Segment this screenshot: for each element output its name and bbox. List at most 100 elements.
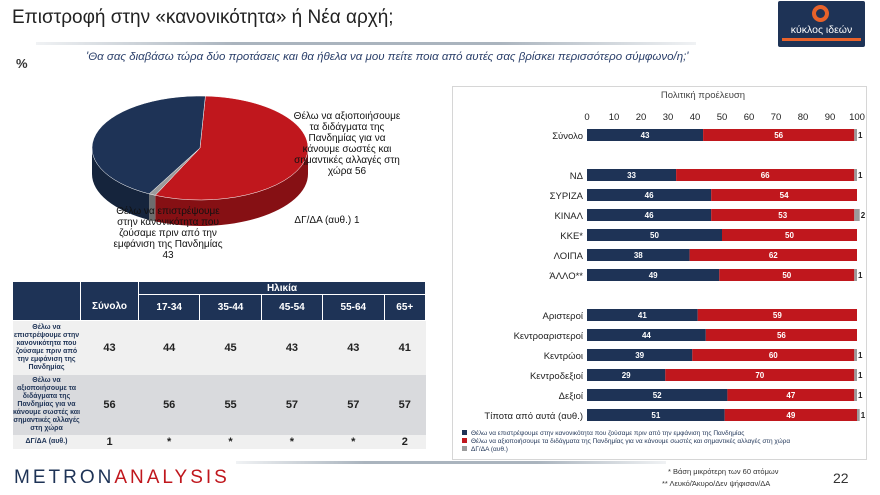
bar-value-label: 62 bbox=[769, 251, 778, 260]
cell-value: 57 bbox=[285, 398, 299, 411]
bar-value-label: 29 bbox=[622, 371, 631, 380]
x-tick-label: 20 bbox=[636, 112, 647, 123]
legend-label: Θέλω να επιστρέψουμε στην κανονικότητα π… bbox=[471, 429, 744, 437]
bar-value-label: 51 bbox=[651, 411, 660, 420]
bar-value-label: 2 bbox=[861, 211, 866, 220]
bar-segment bbox=[719, 269, 855, 281]
cell-value: 44 bbox=[163, 341, 176, 354]
category-label: Δεξιοί bbox=[559, 391, 584, 402]
bar-value-label: 52 bbox=[653, 391, 662, 400]
bar-value-label: 43 bbox=[641, 131, 650, 140]
bar-segment bbox=[587, 329, 706, 341]
kyklos-ideon-logo: κύκλος ιδεών bbox=[778, 1, 865, 47]
bar-value-label: 1 bbox=[858, 391, 863, 400]
bar-value-label: 46 bbox=[645, 191, 654, 200]
age-col-header: 35-44 bbox=[199, 294, 262, 321]
cell-value: 56 bbox=[163, 398, 176, 411]
x-tick-label: 30 bbox=[663, 112, 674, 123]
bar-value-label: 46 bbox=[645, 211, 654, 220]
age-col-header: 45-54 bbox=[260, 294, 324, 321]
age-table-total-label: Σύνολο bbox=[91, 300, 128, 312]
x-tick-label: 10 bbox=[609, 112, 620, 123]
bar-value-label: 50 bbox=[782, 271, 791, 280]
bar-value-label: 70 bbox=[755, 371, 764, 380]
bar-value-label: 47 bbox=[786, 391, 795, 400]
bar-value-label: 41 bbox=[638, 311, 647, 320]
age-table: Σύνολο Ηλικία 17-34 35-44 45-54 55-64 65… bbox=[12, 281, 426, 449]
bar-segment bbox=[587, 369, 666, 381]
bar-value-label: 1 bbox=[861, 411, 866, 420]
x-tick-label: 90 bbox=[825, 112, 836, 123]
bar-segment bbox=[587, 189, 712, 201]
logo-text: κύκλος ιδεών bbox=[790, 24, 853, 36]
bar-segment bbox=[857, 409, 860, 421]
table-row: ΔΓ/ΔΑ (αυθ.) 1 * * * * 2 bbox=[12, 434, 426, 449]
cell-value: * bbox=[351, 435, 356, 448]
age-table-total-header: Σύνολο bbox=[80, 281, 139, 321]
table-row: Θέλω να επιστρέψουμε στην κανονικότητα π… bbox=[12, 320, 426, 375]
legend-swatch bbox=[462, 446, 467, 451]
title-divider bbox=[36, 42, 696, 45]
category-label: Τίποτα από αυτά (αυθ.) bbox=[484, 411, 583, 422]
chart-title: Πολιτική προέλευση bbox=[661, 90, 745, 101]
bar-value-label: 50 bbox=[650, 231, 659, 240]
footnote-other: ** Λευκό/Άκυρο/Δεν ψήφισαν/ΔΑ bbox=[662, 479, 771, 488]
cell-value: * bbox=[167, 435, 172, 448]
category-label: ΣΥΡΙΖΑ bbox=[550, 191, 584, 202]
category-label: Σύνολο bbox=[552, 131, 583, 142]
bar-value-label: 44 bbox=[642, 331, 651, 340]
bar-segment bbox=[689, 249, 857, 261]
bar-segment bbox=[587, 169, 677, 181]
brand-text: METRON bbox=[14, 467, 115, 488]
bar-value-label: 54 bbox=[780, 191, 789, 200]
bar-segment bbox=[587, 409, 725, 421]
stacked-bar-chart: Πολιτική προέλευση 0 10 20 30 40 50 60 70 80 90 100… bbox=[462, 90, 866, 453]
bar-segment bbox=[854, 129, 857, 141]
bar-segment bbox=[587, 389, 728, 401]
x-tick-label: 40 bbox=[690, 112, 701, 123]
pie-slice-new-start bbox=[154, 95, 309, 201]
x-tick-label: 50 bbox=[717, 112, 728, 123]
category-label: ΆΛΛΟ** bbox=[549, 271, 583, 282]
bar-segment bbox=[587, 129, 704, 141]
cell-value: 55 bbox=[224, 398, 237, 411]
bar-value-label: 66 bbox=[761, 171, 770, 180]
pie-slice-return-normality-side bbox=[92, 148, 150, 220]
x-tick-label: 60 bbox=[744, 112, 755, 123]
category-label: ΝΔ bbox=[570, 171, 584, 182]
bar-value-label: 49 bbox=[649, 271, 658, 280]
question-text: 'Θα σας διαβάσω τώρα δύο προτάσεις και θ… bbox=[86, 51, 689, 63]
cell-value: 43 bbox=[285, 341, 299, 354]
brand-accent: ANALYSIS bbox=[114, 467, 230, 488]
bar-segment bbox=[697, 309, 857, 321]
cell-value: 41 bbox=[398, 341, 411, 354]
bar-value-label: 56 bbox=[777, 331, 786, 340]
cell-value: 45 bbox=[224, 341, 237, 354]
bar-segment bbox=[692, 349, 855, 361]
cell-value: 2 bbox=[401, 435, 408, 448]
cell-total: 1 bbox=[106, 435, 113, 448]
bar-segment bbox=[705, 329, 857, 341]
legend-swatch bbox=[462, 438, 467, 443]
bar-value-label: 59 bbox=[773, 311, 782, 320]
cell-value: 57 bbox=[398, 398, 411, 411]
bar-segment bbox=[854, 389, 857, 401]
cell-value: 43 bbox=[347, 341, 360, 354]
category-label: Κεντρώοι bbox=[544, 351, 583, 362]
x-tick-label: 0 bbox=[584, 112, 589, 123]
bar-segment bbox=[711, 209, 855, 221]
bar-segment bbox=[676, 169, 855, 181]
cell-value: * bbox=[289, 435, 295, 448]
cell-total: 43 bbox=[103, 341, 116, 354]
percent-symbol: % bbox=[16, 56, 28, 71]
metron-analysis-logo: METRONANALYSIS bbox=[14, 467, 230, 489]
bar-value-label: 1 bbox=[858, 371, 863, 380]
bar-segment bbox=[587, 209, 712, 221]
pie-label-dk: ΔΓ/ΔΑ (αυθ.) 1 bbox=[294, 215, 360, 226]
age-col-header: 17-34 bbox=[137, 294, 201, 321]
bar-value-label: 53 bbox=[778, 211, 787, 220]
bar-value-label: 49 bbox=[786, 411, 795, 420]
bar-segment bbox=[587, 229, 722, 241]
bar-segment bbox=[587, 269, 720, 281]
bar-value-label: 50 bbox=[785, 231, 794, 240]
